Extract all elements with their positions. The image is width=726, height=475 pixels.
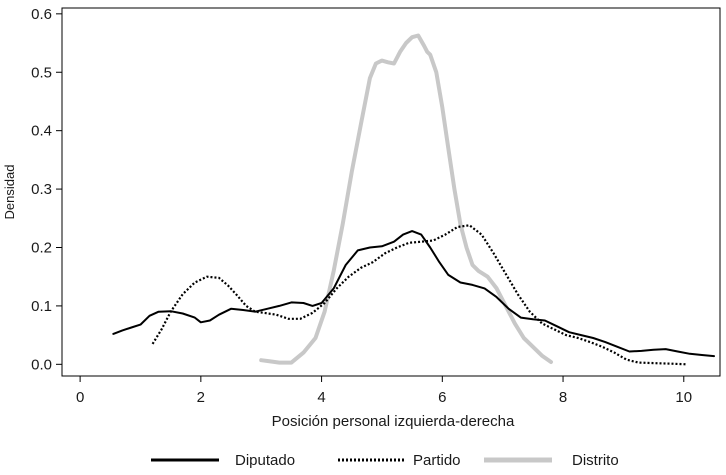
series-line-partido — [151, 224, 687, 366]
x-axis-label: Posición personal izquierda-derecha — [272, 413, 515, 430]
x-axis: 0 2 4 6 8 10 — [76, 376, 692, 406]
x-tick-label: 4 — [317, 389, 325, 406]
x-tick-label: 6 — [438, 389, 446, 406]
y-tick-label: 0.2 — [31, 239, 52, 256]
y-tick-label: 0.4 — [31, 123, 52, 140]
series-layer — [112, 33, 715, 366]
legend-label-partido: Partido — [413, 452, 461, 469]
x-tick-label: 2 — [197, 389, 205, 406]
y-tick-label: 0.0 — [31, 356, 52, 373]
plot-frame — [61, 7, 721, 377]
y-axis-label: Densidad — [2, 165, 17, 220]
x-tick-label: 8 — [559, 389, 567, 406]
x-tick-label: 10 — [675, 389, 692, 406]
plot-area — [61, 7, 721, 377]
y-tick-label: 0.5 — [31, 64, 52, 81]
y-tick-label: 0.6 — [31, 6, 52, 23]
series-line-diputado — [112, 230, 715, 358]
y-tick-label: 0.1 — [31, 298, 52, 315]
y-axis: 0.0 0.1 0.2 0.3 0.4 0.5 0.6 — [31, 6, 62, 373]
legend-label-diputado: Diputado — [235, 452, 295, 469]
x-tick-label: 0 — [76, 389, 84, 406]
y-tick-label: 0.3 — [31, 181, 52, 198]
legend-label-distrito: Distrito — [572, 452, 619, 469]
legend: Diputado Partido Distrito — [151, 452, 619, 469]
series-line-distrito — [259, 33, 553, 365]
